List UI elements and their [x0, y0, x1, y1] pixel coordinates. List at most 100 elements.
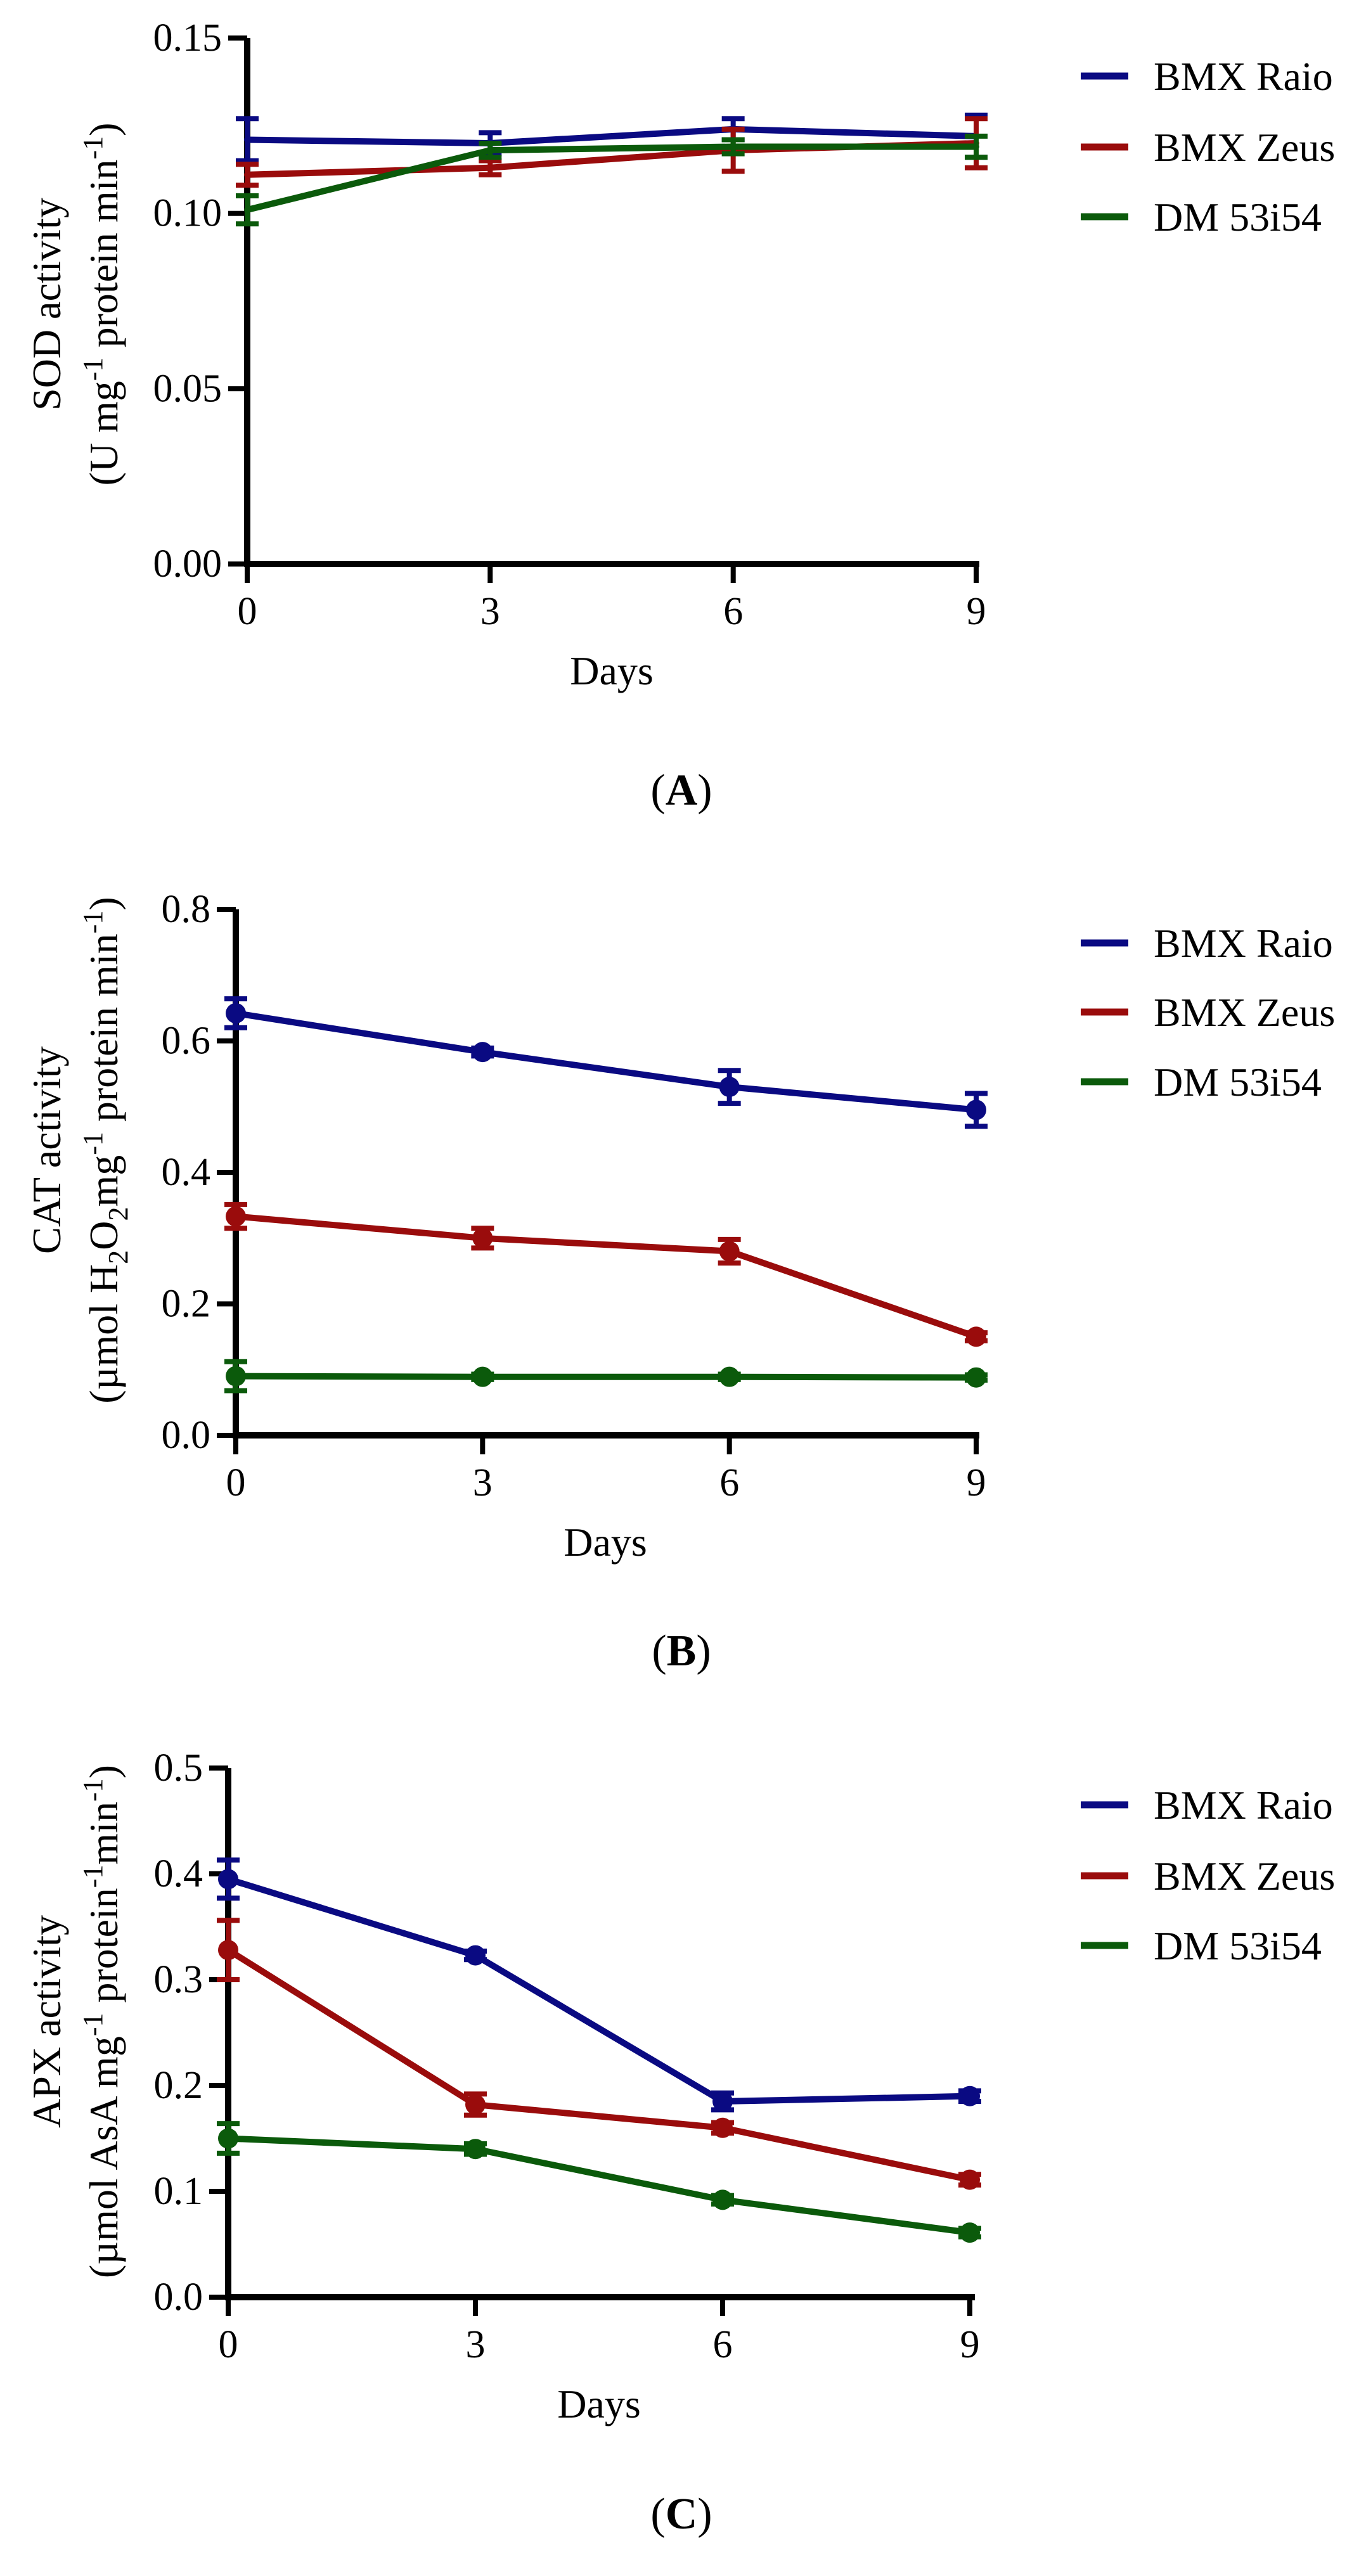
legend-b: BMX Raio BMX Zeus DM 53i54: [1081, 921, 1335, 1105]
error-bar-a-dm-53i54-3: [965, 133, 988, 160]
ytick-label-b-1: 0.2: [162, 1283, 211, 1326]
ytick-label-a-2: 0.10: [153, 192, 222, 235]
xtick-c-1: 3: [466, 2297, 486, 2366]
panel-label-c: (C): [650, 2490, 712, 2539]
xtick-a-3: 9: [967, 564, 986, 633]
data-point-b-dm-53i54-3: [966, 1367, 986, 1388]
x-axis-a: 0 3 6 9: [238, 561, 986, 633]
data-point-c-bmx-zeus-0: [218, 1940, 238, 1961]
legend-item-a-bmx-zeus: BMX Zeus: [1081, 125, 1335, 170]
ytick-b-0: 0.0: [162, 1414, 236, 1457]
ytick-a-0: 0.00: [153, 542, 247, 586]
legend-label-a-bmx-zeus: BMX Zeus: [1154, 125, 1335, 170]
series-line-a-dm-53i54: [244, 143, 979, 214]
data-point-b-bmx-zeus-0: [226, 1206, 246, 1227]
data-point-c-bmx-zeus-2: [712, 2117, 733, 2138]
legend-c: BMX Raio BMX Zeus DM 53i54: [1081, 1783, 1335, 1968]
xtick-label-b-3: 9: [967, 1461, 986, 1504]
error-bar-a-dm-53i54-1: [479, 141, 502, 160]
legend-item-b-bmx-raio: BMX Raio: [1081, 921, 1333, 966]
ytick-label-a-0: 0.00: [153, 542, 222, 586]
y-axis-title-line2-a: (U mg-1 protein min-1): [77, 123, 126, 486]
ytick-a-3: 0.15: [153, 16, 247, 60]
error-bar-a-dm-53i54-0: [236, 193, 259, 227]
data-point-b-bmx-zeus-1: [472, 1227, 493, 1248]
ytick-label-c-2: 0.2: [154, 2064, 203, 2107]
data-point-c-bmx-raio-2: [712, 2091, 733, 2112]
panel-label-b: (B): [652, 1627, 711, 1676]
data-point-c-bmx-raio-3: [960, 2086, 980, 2106]
xtick-c-0: 0: [219, 2297, 238, 2366]
legend-label-c-bmx-zeus: BMX Zeus: [1154, 1854, 1335, 1899]
error-bar-a-bmx-raio-0: [236, 116, 259, 163]
plot-area-b: [224, 996, 988, 1394]
ytick-label-a-3: 0.15: [153, 16, 222, 60]
ytick-a-2: 0.10: [153, 192, 247, 235]
data-point-c-dm-53i54-0: [218, 2128, 238, 2149]
series-line-b-bmx-zeus: [233, 1213, 979, 1340]
legend-a: BMX Raio BMX Zeus DM 53i54: [1081, 54, 1335, 240]
series-line-c-bmx-raio: [225, 1876, 973, 2105]
y-axis-a: 0.00 0.05 0.10 0.15: [153, 16, 250, 586]
xtick-label-c-1: 3: [466, 2323, 486, 2366]
ytick-label-b-3: 0.6: [162, 1020, 211, 1063]
legend-label-c-dm-53i54: DM 53i54: [1154, 1923, 1322, 1968]
legend-label-a-dm-53i54: DM 53i54: [1154, 195, 1322, 240]
xtick-label-a-0: 0: [238, 590, 257, 633]
legend-label-b-bmx-zeus: BMX Zeus: [1154, 990, 1335, 1035]
xtick-label-b-1: 3: [473, 1461, 493, 1504]
ytick-label-c-5: 0.5: [154, 1746, 203, 1790]
legend-item-c-bmx-raio: BMX Raio: [1081, 1783, 1333, 1828]
xtick-b-3: 9: [967, 1435, 986, 1504]
y-axis-title-line2-c: (µmol AsA mg-1 protein-1min-1): [77, 1765, 126, 2278]
xtick-b-1: 3: [473, 1435, 493, 1504]
data-point-b-bmx-raio-0: [226, 1003, 246, 1023]
ytick-c-5: 0.5: [154, 1746, 228, 1790]
xtick-label-a-3: 9: [967, 590, 986, 633]
xtick-label-b-0: 0: [226, 1461, 246, 1504]
data-point-b-dm-53i54-2: [719, 1366, 740, 1387]
panel-label-a: (A): [650, 766, 712, 815]
ytick-label-c-4: 0.4: [154, 1852, 203, 1895]
data-point-c-bmx-zeus-3: [960, 2169, 980, 2190]
xtick-a-1: 3: [480, 564, 500, 633]
legend-label-c-bmx-raio: BMX Raio: [1154, 1783, 1333, 1828]
error-bar-a-bmx-zeus-0: [236, 162, 259, 188]
panel-b: CAT activity (µmol H2O2mg-1 protein min-…: [24, 888, 1335, 1676]
ytick-c-2: 0.2: [154, 2064, 228, 2107]
xtick-c-2: 6: [713, 2297, 733, 2366]
y-axis-title-line1-c: APX activity: [24, 1915, 69, 2128]
legend-label-a-bmx-raio: BMX Raio: [1154, 54, 1333, 99]
data-point-b-bmx-zeus-2: [719, 1241, 740, 1262]
legend-item-b-dm-53i54: DM 53i54: [1081, 1060, 1322, 1105]
data-point-b-dm-53i54-0: [226, 1366, 246, 1387]
ytick-b-2: 0.4: [162, 1151, 236, 1194]
ytick-label-c-1: 0.1: [154, 2170, 203, 2213]
ytick-label-a-1: 0.05: [153, 367, 222, 410]
ytick-b-4: 0.8: [162, 888, 236, 931]
plot-area-a: [236, 112, 988, 227]
data-point-b-bmx-zeus-3: [966, 1326, 986, 1347]
legend-label-b-bmx-raio: BMX Raio: [1154, 921, 1333, 966]
series-line-b-dm-53i54: [233, 1373, 979, 1381]
ytick-c-4: 0.4: [154, 1852, 228, 1895]
xtick-a-0: 0: [238, 564, 257, 633]
xtick-label-c-0: 0: [219, 2323, 238, 2366]
xtick-a-2: 6: [723, 564, 743, 633]
x-axis-c: 0 3 6 9: [219, 2294, 980, 2366]
legend-label-b-dm-53i54: DM 53i54: [1154, 1060, 1322, 1105]
ytick-label-b-2: 0.4: [162, 1151, 211, 1194]
data-point-b-dm-53i54-1: [472, 1366, 493, 1387]
data-point-b-bmx-raio-1: [472, 1042, 493, 1063]
xtick-c-3: 9: [960, 2297, 980, 2366]
xtick-label-a-2: 6: [723, 590, 743, 633]
y-axis-b: 0.0 0.2 0.4 0.6 0.8: [162, 888, 239, 1457]
ytick-c-0: 0.0: [154, 2276, 228, 2319]
x-axis-title-a: Days: [570, 648, 654, 693]
series-line-c-dm-53i54: [225, 2135, 973, 2236]
y-axis-title-line1-a: SOD activity: [24, 198, 69, 411]
data-point-c-bmx-raio-1: [465, 1945, 486, 1966]
legend-item-b-bmx-zeus: BMX Zeus: [1081, 990, 1335, 1035]
data-point-c-dm-53i54-3: [960, 2222, 980, 2243]
ytick-label-c-0: 0.0: [154, 2276, 203, 2319]
